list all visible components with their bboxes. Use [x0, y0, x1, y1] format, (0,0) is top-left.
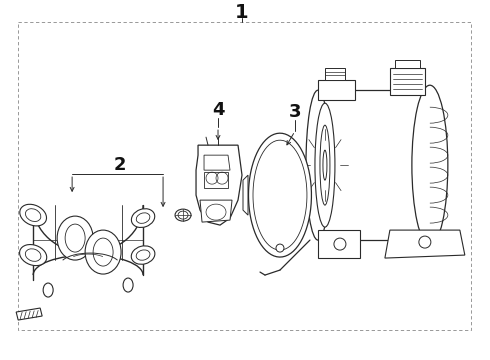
Ellipse shape	[276, 244, 284, 252]
Ellipse shape	[419, 236, 431, 248]
Ellipse shape	[412, 85, 448, 245]
Ellipse shape	[131, 209, 155, 228]
Polygon shape	[318, 90, 430, 240]
Polygon shape	[243, 175, 248, 215]
Polygon shape	[253, 140, 307, 250]
Ellipse shape	[320, 125, 330, 205]
Ellipse shape	[57, 216, 93, 260]
Polygon shape	[318, 230, 360, 258]
Ellipse shape	[93, 238, 113, 266]
Ellipse shape	[20, 204, 47, 226]
Ellipse shape	[25, 209, 41, 221]
Text: 1: 1	[235, 3, 249, 22]
Ellipse shape	[136, 250, 150, 260]
Bar	[18, 22, 471, 330]
Ellipse shape	[306, 90, 330, 240]
Ellipse shape	[20, 244, 47, 266]
Polygon shape	[395, 60, 420, 68]
Polygon shape	[204, 172, 228, 188]
Ellipse shape	[175, 209, 191, 221]
Polygon shape	[318, 80, 355, 100]
Polygon shape	[248, 133, 312, 257]
Ellipse shape	[136, 213, 150, 223]
Ellipse shape	[315, 103, 335, 227]
Ellipse shape	[43, 283, 53, 297]
Polygon shape	[385, 230, 465, 258]
Polygon shape	[390, 68, 425, 95]
Text: 4: 4	[212, 101, 224, 119]
Polygon shape	[204, 155, 230, 170]
Ellipse shape	[65, 224, 85, 252]
Polygon shape	[325, 68, 345, 80]
Ellipse shape	[123, 278, 133, 292]
Polygon shape	[196, 145, 242, 225]
Ellipse shape	[334, 238, 346, 250]
Ellipse shape	[178, 211, 188, 219]
Polygon shape	[200, 200, 232, 222]
Ellipse shape	[323, 150, 327, 180]
Text: 2: 2	[114, 156, 126, 174]
Text: 3: 3	[289, 103, 301, 121]
Ellipse shape	[25, 249, 41, 261]
Ellipse shape	[131, 246, 155, 264]
Polygon shape	[16, 308, 42, 320]
Ellipse shape	[85, 230, 121, 274]
